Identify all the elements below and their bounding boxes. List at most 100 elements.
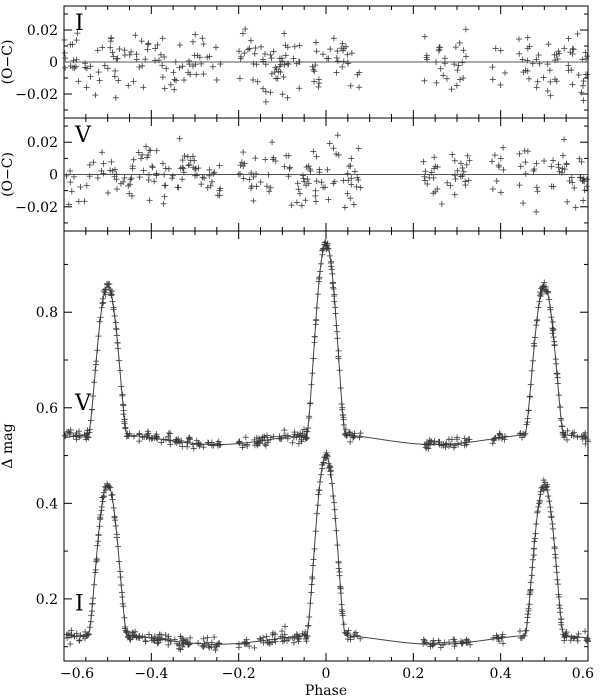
residual-point bbox=[433, 79, 440, 86]
observed-point bbox=[284, 435, 291, 442]
observed-point bbox=[539, 284, 546, 291]
observed-point bbox=[176, 439, 183, 446]
residual-point bbox=[235, 171, 242, 178]
observed-point bbox=[463, 636, 470, 643]
observed-point bbox=[574, 634, 581, 641]
observed-point bbox=[549, 520, 556, 527]
observed-point bbox=[559, 626, 566, 633]
residual-point bbox=[496, 163, 503, 170]
observed-point bbox=[528, 367, 535, 374]
residual-point bbox=[516, 150, 523, 157]
residual-point bbox=[262, 98, 269, 105]
observed-point bbox=[354, 632, 361, 639]
observed-point bbox=[563, 436, 570, 443]
observed-point bbox=[201, 642, 208, 649]
residual-point bbox=[555, 164, 562, 171]
observed-point bbox=[172, 438, 179, 445]
observed-point bbox=[523, 421, 530, 428]
observed-point bbox=[329, 270, 336, 277]
residual-point bbox=[112, 94, 119, 101]
observed-point bbox=[312, 321, 319, 328]
residual-point bbox=[330, 35, 337, 42]
observed-point bbox=[334, 335, 341, 342]
residual-point bbox=[500, 166, 507, 173]
observed-point bbox=[535, 304, 542, 311]
residual-point bbox=[575, 71, 582, 78]
residual-point bbox=[457, 160, 464, 167]
observed-point bbox=[318, 260, 325, 267]
observed-point bbox=[187, 634, 194, 641]
observed-point bbox=[181, 640, 188, 647]
observed-point bbox=[185, 641, 192, 648]
residual-point bbox=[214, 192, 221, 199]
residual-point bbox=[101, 62, 108, 69]
observed-point bbox=[445, 443, 452, 450]
residual-point bbox=[340, 177, 347, 184]
residual-point bbox=[459, 164, 466, 171]
residual-point bbox=[444, 179, 451, 186]
residual-point bbox=[267, 184, 274, 191]
observed-point bbox=[281, 634, 288, 641]
residual-point bbox=[75, 78, 82, 85]
residual-point bbox=[325, 196, 332, 203]
residual-point bbox=[238, 53, 245, 60]
residual-point bbox=[63, 172, 70, 179]
residual-point bbox=[497, 47, 504, 54]
residual-point bbox=[310, 148, 317, 155]
observed-point bbox=[551, 338, 558, 345]
residual-point bbox=[561, 136, 568, 143]
y-tick-label: −0.02 bbox=[15, 87, 58, 103]
residual-point bbox=[550, 157, 557, 164]
residual-point bbox=[238, 159, 245, 166]
observed-point bbox=[554, 581, 561, 588]
residual-point bbox=[73, 56, 80, 63]
observed-point bbox=[315, 275, 322, 282]
observed-point bbox=[259, 434, 266, 441]
residual-point bbox=[185, 69, 192, 76]
residual-point bbox=[288, 202, 295, 209]
residual-point bbox=[316, 169, 323, 176]
residual-point bbox=[83, 182, 90, 189]
residual-point bbox=[346, 163, 353, 170]
observed-point bbox=[117, 574, 124, 581]
residual-point bbox=[217, 61, 224, 68]
residual-point bbox=[140, 84, 147, 91]
observed-point bbox=[319, 247, 326, 254]
residual-point bbox=[536, 60, 543, 67]
residual-point bbox=[420, 158, 427, 165]
residual-point bbox=[298, 202, 305, 209]
observed-point bbox=[549, 525, 556, 532]
observed-point bbox=[499, 631, 506, 638]
observed-point bbox=[534, 509, 541, 516]
residual-point bbox=[200, 71, 207, 78]
residual-point bbox=[157, 51, 164, 58]
observed-point bbox=[558, 619, 565, 626]
residual-point bbox=[296, 85, 303, 92]
observed-point bbox=[200, 444, 207, 451]
observed-point bbox=[105, 284, 112, 291]
residual-point bbox=[125, 182, 132, 189]
observed-point bbox=[86, 426, 93, 433]
observed-point bbox=[308, 381, 315, 388]
residual-point bbox=[191, 157, 198, 164]
x-tick-label: 0.4 bbox=[490, 666, 512, 682]
residual-point bbox=[460, 75, 467, 82]
observed-point bbox=[67, 429, 74, 436]
residual-point bbox=[302, 197, 309, 204]
residual-point bbox=[451, 191, 458, 198]
observed-point bbox=[335, 565, 342, 572]
observed-point bbox=[298, 438, 305, 445]
residual-point bbox=[281, 61, 288, 68]
residual-point bbox=[237, 162, 244, 169]
residual-point bbox=[196, 54, 203, 61]
observed-point bbox=[167, 430, 174, 437]
residual-point bbox=[130, 156, 137, 163]
residual-point bbox=[544, 87, 551, 94]
observed-point bbox=[546, 498, 553, 505]
observed-point bbox=[574, 434, 581, 441]
observed-point bbox=[189, 441, 196, 448]
residual-point bbox=[61, 36, 68, 43]
observed-point bbox=[339, 612, 346, 619]
observed-point bbox=[346, 429, 353, 436]
residual-point bbox=[116, 46, 123, 53]
